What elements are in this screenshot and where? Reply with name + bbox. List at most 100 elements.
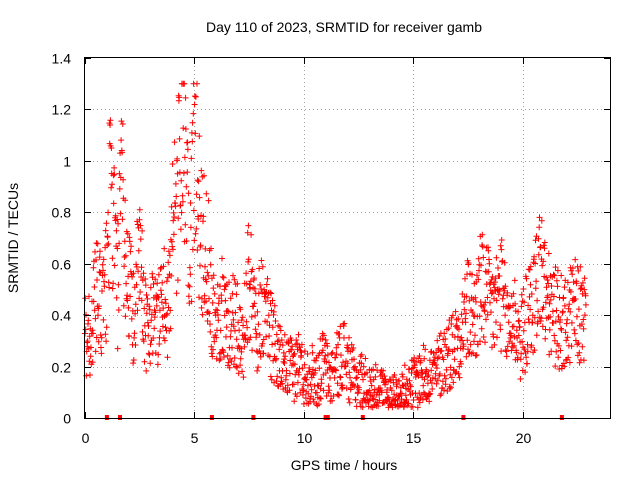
data-point	[309, 342, 316, 349]
data-point	[269, 341, 276, 348]
data-point	[178, 177, 185, 184]
y-tick-label: 1	[63, 154, 71, 170]
data-point	[558, 272, 565, 279]
data-point	[507, 303, 514, 310]
data-point	[562, 329, 569, 336]
data-point	[266, 322, 273, 329]
data-point	[86, 293, 92, 300]
data-point	[493, 254, 500, 261]
data-point	[366, 387, 373, 394]
plot-frame	[84, 57, 611, 419]
data-point	[171, 214, 178, 220]
data-point	[229, 344, 235, 351]
data-point	[497, 326, 504, 333]
data-point	[495, 265, 501, 271]
data-point	[473, 352, 480, 358]
data-point	[538, 315, 545, 322]
data-point	[442, 381, 449, 388]
data-point	[463, 310, 469, 317]
data-point	[333, 344, 340, 351]
data-point	[280, 358, 287, 365]
data-point	[452, 370, 459, 377]
data-point	[563, 320, 570, 327]
data-point	[298, 341, 305, 348]
data-point	[280, 349, 287, 356]
data-point	[398, 390, 405, 397]
gap-marker	[325, 415, 330, 420]
data-point	[442, 336, 449, 342]
data-point	[322, 352, 329, 359]
data-point	[576, 349, 583, 356]
data-point	[426, 391, 433, 398]
data-point	[243, 280, 250, 287]
gap-marker	[360, 415, 365, 420]
data-point	[207, 321, 213, 328]
data-point	[190, 207, 197, 214]
data-point	[240, 322, 247, 329]
data-point	[160, 263, 167, 270]
data-point	[104, 242, 111, 249]
data-point	[445, 325, 452, 332]
data-point	[318, 380, 325, 387]
data-point	[481, 302, 487, 308]
data-point	[464, 337, 471, 344]
data-point	[161, 337, 168, 344]
data-point	[574, 352, 581, 359]
data-point	[478, 262, 484, 269]
data-point	[184, 169, 191, 176]
data-point	[380, 367, 387, 374]
data-point	[219, 273, 226, 280]
data-point	[545, 250, 552, 257]
data-point	[276, 346, 283, 353]
data-point	[189, 119, 196, 126]
data-points	[82, 80, 589, 411]
data-point	[165, 248, 172, 255]
data-point	[336, 392, 342, 399]
data-point	[189, 138, 196, 145]
data-point	[546, 300, 553, 307]
data-point	[204, 269, 211, 276]
data-point	[564, 334, 571, 341]
data-point	[202, 245, 209, 252]
data-point	[474, 272, 480, 279]
data-point	[406, 366, 413, 373]
data-point	[325, 383, 332, 390]
data-point	[524, 360, 531, 367]
data-point	[534, 297, 541, 304]
data-point	[300, 381, 307, 388]
data-point	[332, 354, 339, 361]
data-point	[176, 169, 183, 176]
data-point	[511, 333, 518, 340]
data-point	[436, 371, 443, 377]
data-point	[536, 224, 543, 231]
gap-marker	[118, 415, 122, 420]
data-point	[393, 376, 400, 383]
data-point	[150, 281, 157, 287]
data-point	[159, 279, 166, 286]
data-point	[201, 292, 208, 299]
data-point	[516, 317, 523, 324]
data-point	[186, 283, 193, 290]
data-point	[146, 351, 153, 358]
data-point	[572, 296, 579, 302]
data-point	[460, 343, 467, 350]
data-point	[309, 349, 316, 356]
gap-marker	[251, 415, 256, 420]
data-point	[304, 351, 311, 357]
data-point	[427, 390, 434, 397]
data-point	[169, 246, 176, 253]
data-point	[552, 264, 559, 271]
data-point	[340, 359, 346, 366]
data-point	[90, 330, 96, 337]
data-point	[166, 252, 173, 259]
data-point	[100, 256, 107, 263]
data-point	[581, 312, 588, 319]
data-point	[568, 343, 575, 350]
data-point	[568, 319, 575, 326]
data-point	[267, 300, 274, 307]
data-point	[235, 370, 242, 377]
data-point	[301, 348, 308, 355]
data-point	[358, 351, 365, 358]
data-point	[225, 308, 232, 315]
tick-labels: 0 0.2 0.4 0.6 0.8 1 1.2 1.4 0 5 10 15 20	[52, 51, 532, 447]
